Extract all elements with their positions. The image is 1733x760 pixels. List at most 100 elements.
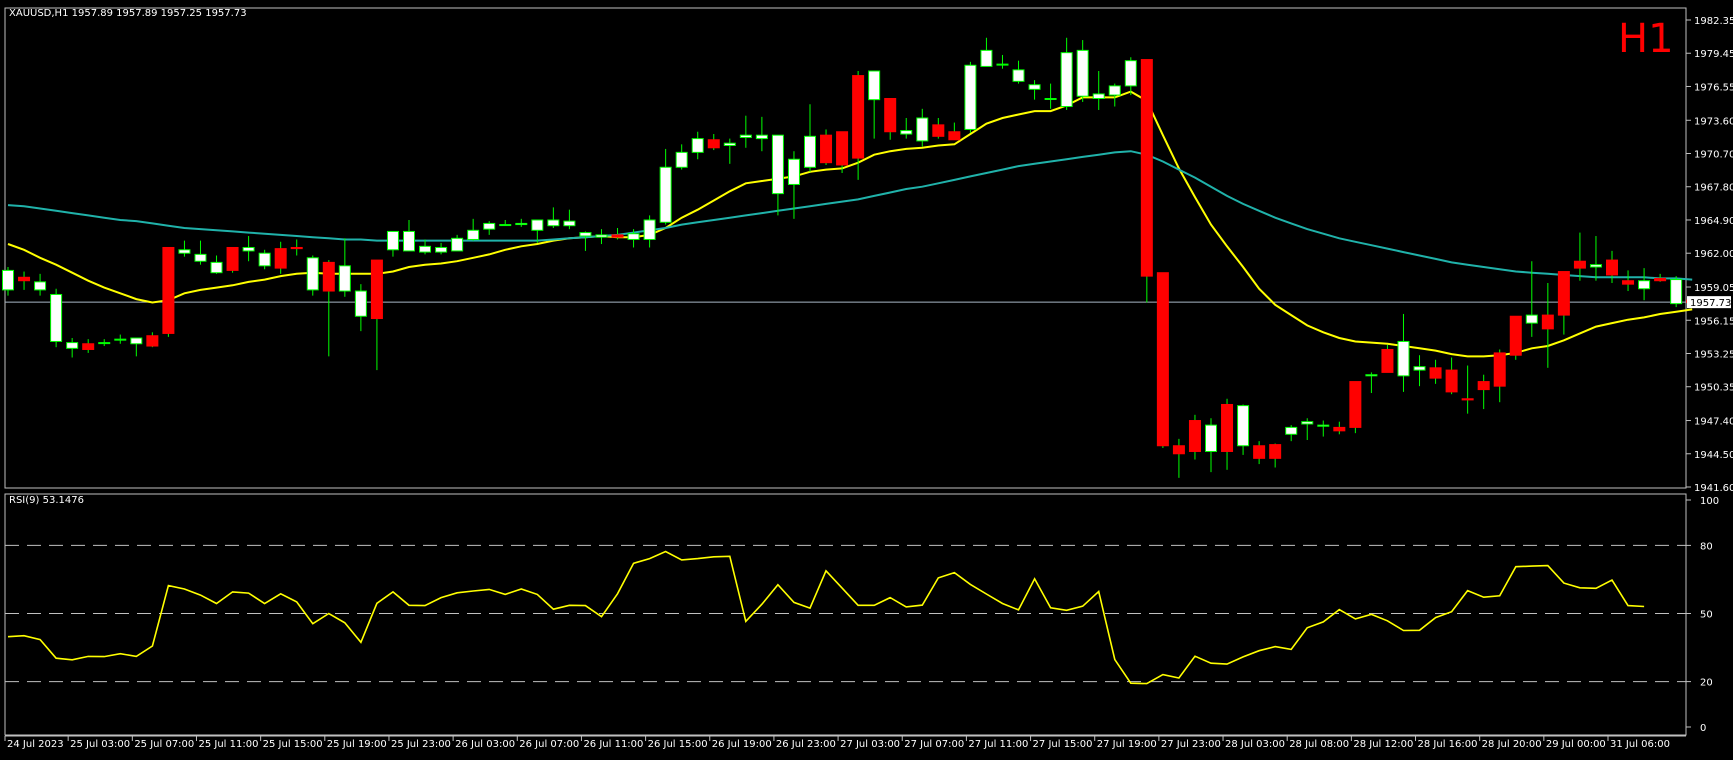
candle: [435, 242, 448, 255]
candle: [1092, 70, 1105, 110]
candle: [836, 131, 849, 173]
rsi-panel-frame: [4, 493, 1687, 736]
candle: [210, 255, 223, 274]
candle-body: [611, 234, 624, 238]
candle-body: [1670, 279, 1683, 305]
rsi-tick-label: 80: [1700, 541, 1713, 552]
price-tick-label: 1976.55: [1694, 82, 1733, 93]
candle: [1573, 232, 1586, 281]
candle-body: [194, 253, 207, 262]
panel-frames: [4, 7, 1687, 737]
candle-body: [1124, 60, 1137, 87]
candle: [1589, 236, 1602, 281]
candle: [1172, 438, 1185, 478]
candle-body: [1493, 352, 1506, 387]
candle: [499, 219, 512, 227]
price-tick-label: 1967.80: [1694, 183, 1733, 194]
candle: [226, 246, 239, 273]
candle-body: [1333, 426, 1346, 432]
candle-body: [948, 131, 961, 141]
candle: [274, 241, 287, 274]
candle: [1060, 37, 1073, 110]
candle-body: [1525, 314, 1538, 324]
price-tick-label: 1941.60: [1694, 483, 1733, 494]
candle: [1349, 381, 1362, 434]
candle-body: [1589, 264, 1602, 268]
candle: [675, 144, 688, 170]
candle: [146, 332, 159, 348]
candle-body: [1477, 381, 1490, 391]
candle-body: [274, 248, 287, 269]
price-panel-frame: [4, 7, 1687, 489]
time-tick-label: 27 Jul 03:00: [840, 739, 900, 750]
candle-body: [146, 335, 159, 347]
candle-body: [1317, 424, 1330, 427]
candle-body: [306, 257, 319, 291]
candle: [1156, 272, 1169, 449]
candle-body: [290, 246, 303, 250]
candle-body: [419, 245, 432, 253]
time-tick-label: 27 Jul 07:00: [904, 739, 964, 750]
candle-body: [787, 158, 800, 185]
candle: [338, 238, 351, 297]
candle-body: [707, 139, 720, 149]
price-tick-label: 1944.50: [1694, 450, 1733, 461]
candle: [483, 221, 496, 235]
price-tick-label: 1979.45: [1694, 49, 1733, 60]
candle: [1076, 40, 1089, 102]
candle: [611, 228, 624, 240]
candle-body: [1461, 398, 1474, 401]
time-tick-label: 27 Jul 19:00: [1097, 739, 1157, 750]
candle: [1606, 250, 1618, 284]
candle-body: [755, 134, 768, 140]
time-tick-label: 28 Jul 08:00: [1289, 739, 1349, 750]
price-tick-label: 1964.90: [1694, 216, 1733, 227]
candle: [1221, 398, 1234, 470]
time-tick-label: 26 Jul 23:00: [776, 739, 836, 750]
candle: [1397, 313, 1410, 392]
candle-body: [50, 293, 63, 342]
price-tick-label: 1953.25: [1694, 349, 1733, 360]
candle: [306, 255, 319, 296]
time-tick-label: 28 Jul 16:00: [1418, 739, 1478, 750]
candle: [964, 61, 977, 133]
time-tick-label: 25 Jul 03:00: [70, 739, 130, 750]
candle-body: [1541, 314, 1554, 330]
candle: [403, 219, 415, 252]
candle-body: [739, 134, 752, 138]
candle: [1429, 359, 1442, 384]
candle-body: [322, 261, 335, 292]
candle: [82, 339, 95, 353]
candle-body: [1188, 420, 1201, 452]
candle-body: [66, 342, 79, 349]
candle-body: [114, 338, 127, 341]
candle: [194, 240, 207, 265]
candle: [34, 273, 47, 296]
candle: [595, 229, 608, 245]
price-tick-label: 1956.15: [1694, 316, 1733, 327]
rsi-level-lines: [5, 301, 1686, 683]
candle: [114, 334, 127, 344]
time-tick-label: 25 Jul 11:00: [198, 739, 258, 750]
candle-body: [579, 232, 592, 237]
candle: [242, 236, 255, 262]
candle: [354, 284, 367, 332]
candle-body: [932, 124, 945, 137]
time-tick-label: 26 Jul 07:00: [519, 739, 579, 750]
candle: [723, 138, 736, 164]
time-tick-label: 25 Jul 15:00: [263, 739, 323, 750]
candle: [66, 338, 79, 358]
candle: [1028, 80, 1041, 100]
candle-body: [18, 276, 31, 282]
candle-body: [643, 219, 656, 240]
candle: [755, 116, 768, 152]
candle: [820, 129, 833, 165]
candle: [1269, 443, 1282, 468]
candle-body: [1365, 374, 1378, 377]
time-tick-label: 27 Jul 23:00: [1161, 739, 1221, 750]
candle: [515, 218, 528, 227]
candle: [531, 219, 544, 243]
candle-body: [1108, 85, 1121, 96]
rsi-tick-label: 20: [1700, 678, 1713, 689]
